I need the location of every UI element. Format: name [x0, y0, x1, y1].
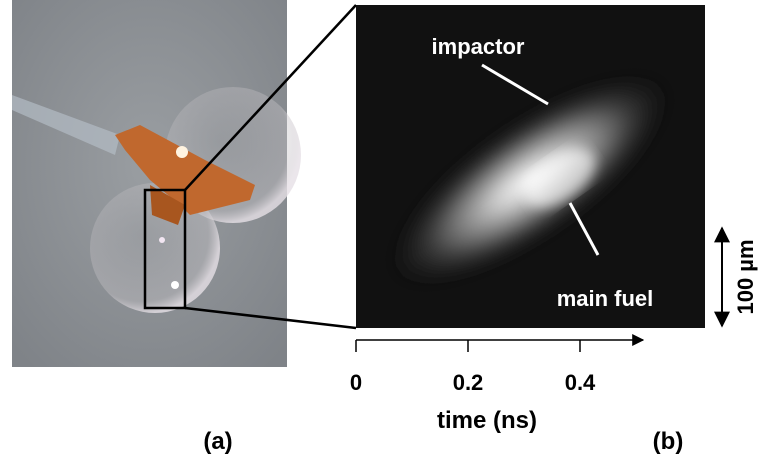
scale-bar: 100 µm: [722, 228, 758, 326]
panel-label: (b): [653, 428, 684, 455]
x-tick-label: 0.2: [453, 370, 484, 395]
annotation: main fuel: [557, 286, 654, 311]
axis-title: time (ns): [437, 407, 537, 434]
photo-a: [12, 0, 356, 367]
time-axis: time (ns) 0 0.2 0.4: [350, 340, 643, 434]
figure: impactor main fuel 100 µm time (ns) 0 0.2…: [0, 0, 764, 462]
streak-image-b: impactor main fuel: [356, 5, 705, 328]
x-tick-label: 0.4: [565, 370, 596, 395]
panel-label: (a): [203, 428, 232, 455]
x-tick-label: 0: [350, 370, 362, 395]
scale-bar-label: 100 µm: [733, 239, 758, 314]
annotation: impactor: [432, 34, 525, 59]
